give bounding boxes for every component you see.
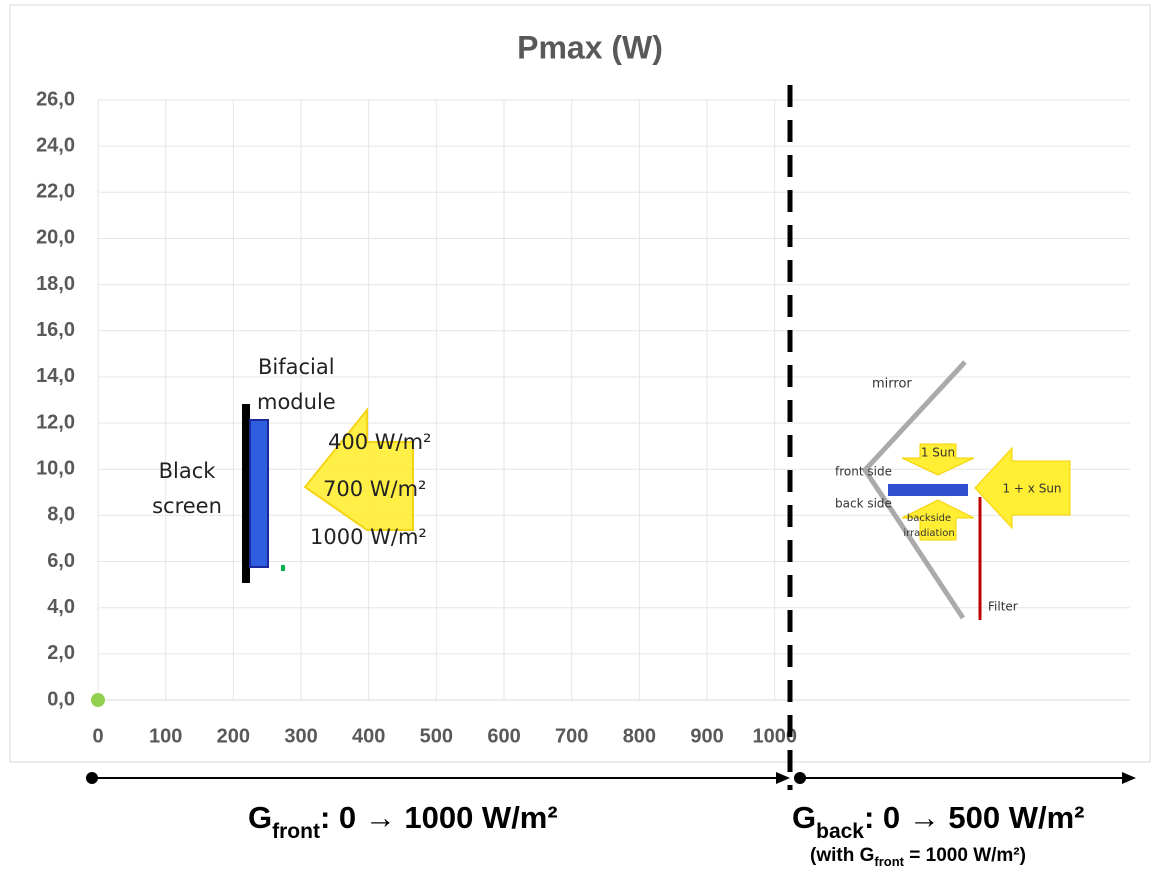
y-tick-label: 18,0 [36,273,75,295]
y-tick-label: 22,0 [36,181,75,203]
annotation: Bifacial [258,355,335,379]
marks [91,693,105,707]
chart-frame [9,4,1151,763]
subscript: front [272,820,320,843]
point [91,693,105,707]
arrow-dot [794,772,806,784]
y-tick-label: 4,0 [47,596,75,618]
arrow-icon [901,443,975,476]
annotation: 400 W/m² [328,430,431,454]
x-tick-label: 0 [92,725,103,747]
text: : 0 → 500 W/m² [864,800,1085,835]
arrow-dot [86,772,98,784]
module-icon [249,419,269,568]
text: : 0 → 1000 W/m² [320,800,558,835]
marker-icon [281,565,285,571]
annotation: Black [159,459,217,483]
arrow-head [776,772,790,784]
arrow-icon [974,446,1071,530]
axis-note: Gback: 0 → 500 W/m² [792,800,1085,842]
x-tick-label: 500 [420,725,453,747]
x-tick-label: 600 [487,725,520,747]
y-tick-label: 8,0 [47,504,75,526]
x-tick-label: 700 [555,725,588,747]
x-tick-label: 400 [352,725,385,747]
x-tick-label: 100 [149,725,182,747]
annotation: front side [835,465,892,479]
arrow-icon [303,407,414,531]
subscript: front [874,854,904,869]
text: (with G [810,845,874,866]
text: = 1000 W/m²) [904,845,1026,866]
x-tick-label: 1000 [752,725,797,747]
y-tick-label: 0,0 [47,688,75,710]
grid [97,99,1130,701]
y-tick-label: 6,0 [47,550,75,572]
annotation: module [257,390,336,414]
arrow-icon [901,499,975,541]
x-tick-label: 900 [690,725,723,747]
annotation: irradiation [903,528,954,539]
annotation: backside [907,513,951,524]
axis-note: (with Gfront = 1000 W/m²) [810,845,1026,869]
y-tick-label: 14,0 [36,365,75,387]
arrow-head [1122,772,1136,784]
symbol: G [792,800,816,835]
annotation: 1000 W/m² [310,525,427,549]
module-icon [888,484,968,496]
x-tick-label: 300 [284,725,317,747]
y-tick-label: 20,0 [36,227,75,249]
annotation: screen [152,494,222,518]
chart-title: Pmax (W) [517,29,663,65]
y-tick-label: 24,0 [36,134,75,156]
symbol: G [248,800,272,835]
y-tick-label: 2,0 [47,642,75,664]
annotation: back side [835,497,892,511]
y-tick-label: 16,0 [36,319,75,341]
annotation: 1 + x Sun [1002,482,1061,496]
annotation: 700 W/m² [323,477,426,501]
axis-note: Gfront: 0 → 1000 W/m² [248,800,558,842]
x-tick-label: 200 [217,725,250,747]
x-tick-label: 800 [623,725,656,747]
black-screen-icon [242,404,250,583]
annotation: Filter [988,600,1018,614]
y-tick-label: 26,0 [36,88,75,110]
annotation: 1 Sun [921,446,955,460]
y-tick-label: 10,0 [36,458,75,480]
subscript: back [816,820,864,843]
y-tick-label: 12,0 [36,411,75,433]
annotation: mirror [872,377,912,392]
ticks: 0,0 2,0 4,0 6,0 8,0 10,0 12,0 14,0 16,0 18,0 20,0 2… [36,88,797,747]
mirror-icon [861,360,967,620]
